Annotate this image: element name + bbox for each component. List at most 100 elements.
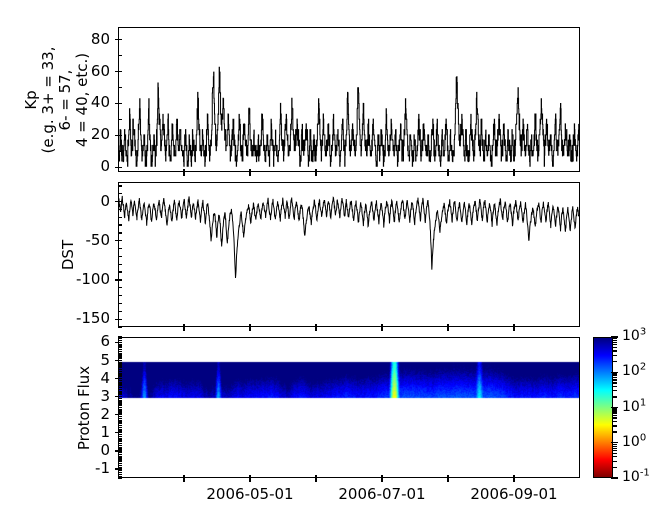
y-minor-tick (118, 247, 122, 250)
colorbar-minor-tick (613, 339, 617, 342)
y-minor-tick (118, 464, 122, 466)
x-major-tick (249, 475, 251, 482)
x-major-tick (183, 324, 185, 331)
proton-flux-panel (118, 337, 580, 478)
colorbar-minor-tick (613, 382, 617, 384)
y-minor-tick (118, 372, 122, 374)
colorbar-minor-tick (613, 460, 617, 462)
series-path (119, 196, 579, 278)
y-minor-tick (118, 386, 122, 389)
colorbar-minor-tick (613, 375, 617, 377)
x-major-tick (513, 169, 515, 176)
y-minor-tick (118, 347, 122, 349)
colorbar (593, 337, 613, 478)
x-tick-label: 2006-05-01 (206, 485, 294, 503)
y-minor-tick (118, 367, 122, 369)
colorbar-minor-tick (613, 350, 617, 352)
colorbar-major-tick (611, 371, 618, 373)
y-minor-tick (118, 55, 122, 57)
y-major-tick (115, 134, 122, 136)
y-tick-label: 2 (100, 404, 110, 423)
x-major-tick (249, 169, 251, 176)
y-major-tick (115, 279, 122, 281)
y-minor-tick (118, 339, 122, 342)
colorbar-minor-tick (613, 344, 617, 346)
y-major-tick (115, 377, 122, 380)
y-minor-tick (118, 455, 122, 457)
colorbar-minor-tick (613, 456, 617, 458)
y-minor-tick (118, 423, 122, 425)
y-major-tick (115, 432, 122, 434)
y-minor-tick (118, 150, 122, 152)
y-minor-tick (118, 208, 122, 211)
y-minor-tick (118, 410, 122, 412)
x-major-tick (447, 169, 449, 176)
y-minor-tick (118, 428, 122, 430)
axis-label-line: DST (59, 239, 77, 270)
colorbar-major-tick (611, 477, 618, 479)
y-tick-label: -100 (75, 269, 110, 288)
axis-label-line: 6- = 57, (56, 69, 74, 130)
colorbar-gradient (594, 338, 612, 477)
colorbar-minor-tick (613, 354, 617, 357)
y-major-tick (115, 102, 122, 105)
colorbar-minor-tick (613, 412, 617, 414)
y-minor-tick (118, 185, 122, 187)
y-minor-tick (118, 390, 122, 392)
x-major-tick (513, 324, 515, 331)
colorbar-tick-label: 102 (622, 361, 647, 380)
y-minor-tick (118, 193, 122, 195)
y-minor-tick (118, 365, 122, 367)
colorbar-minor-tick (613, 346, 617, 349)
colorbar-minor-tick (613, 466, 617, 469)
colorbar-minor-tick (613, 379, 617, 381)
y-minor-tick (118, 302, 122, 305)
y-minor-tick (118, 86, 122, 89)
y-tick-label: -50 (85, 230, 111, 249)
y-minor-tick (118, 118, 122, 121)
y-minor-tick (118, 399, 122, 401)
y-minor-tick (118, 435, 122, 438)
colorbar-tick-label: 10-1 (622, 467, 650, 485)
kp-panel (118, 27, 580, 172)
dst-series-line (119, 183, 579, 326)
x-major-tick (381, 324, 383, 331)
y-minor-tick (118, 343, 122, 345)
y-minor-tick (118, 408, 122, 410)
y-tick-label: 1 (100, 422, 110, 441)
y-minor-tick (118, 462, 122, 465)
colorbar-minor-tick (613, 414, 617, 416)
y-minor-tick (118, 443, 122, 445)
proton-flux-heatmap (119, 338, 579, 477)
y-minor-tick (118, 394, 122, 396)
colorbar-minor-tick (613, 447, 617, 449)
axis-label-line: Proton Flux (75, 365, 93, 450)
colorbar-minor-tick (613, 360, 617, 363)
y-tick-label: 0 (100, 440, 110, 459)
y-minor-tick (118, 406, 122, 409)
colorbar-minor-tick (613, 385, 617, 387)
y-major-tick (115, 70, 122, 73)
y-minor-tick (118, 403, 122, 405)
x-major-tick (315, 324, 317, 331)
y-minor-tick (118, 426, 122, 429)
x-major-tick (381, 475, 383, 482)
y-minor-tick (118, 471, 122, 474)
y-minor-tick (118, 421, 122, 423)
y-major-tick (115, 468, 122, 470)
y-tick-label: 0 (100, 157, 110, 176)
colorbar-minor-tick (613, 377, 617, 379)
y-minor-tick (118, 477, 122, 479)
y-major-tick (115, 396, 122, 398)
axis-label-line: Kp (22, 89, 40, 110)
x-major-tick (183, 169, 185, 176)
y-minor-tick (118, 433, 122, 436)
y-minor-tick (118, 349, 122, 351)
y-minor-tick (118, 376, 122, 378)
y-minor-tick (118, 415, 122, 418)
y-minor-tick (118, 232, 122, 234)
y-tick-label: 4 (100, 368, 110, 387)
colorbar-minor-tick (613, 445, 617, 447)
y-minor-tick (118, 263, 122, 265)
y-major-tick (115, 359, 122, 362)
